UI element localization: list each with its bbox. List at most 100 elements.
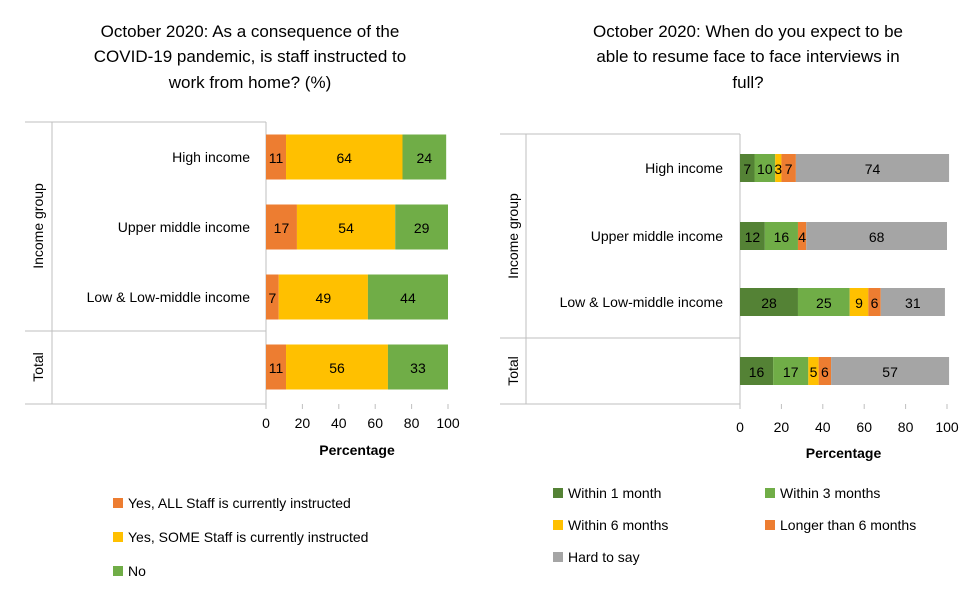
- bar-segment: [266, 134, 287, 180]
- x-tick-label: 60: [367, 415, 383, 431]
- legend-swatch: [553, 520, 563, 530]
- bar-segment: [795, 154, 950, 182]
- data-label: 7: [743, 161, 751, 177]
- bar-segment: [849, 288, 869, 316]
- chart-title-line: able to resume face to face interviews i…: [596, 47, 899, 66]
- category-label: High income: [645, 160, 723, 176]
- legend-swatch: [113, 566, 123, 576]
- data-label: 9: [855, 295, 863, 311]
- bar-segment: [754, 154, 776, 182]
- legend-label: Yes, SOME Staff is currently instructed: [128, 529, 368, 545]
- bar-segment: [818, 357, 832, 385]
- chart-title-line: COVID-19 pandemic, is staff instructed t…: [94, 47, 406, 66]
- chart-title-line: work from home? (%): [168, 73, 331, 92]
- x-tick-label: 20: [774, 419, 790, 435]
- x-tick-label: 100: [935, 419, 959, 435]
- bar-segment: [797, 288, 850, 316]
- bar-segment: [831, 357, 950, 385]
- legend-label: No: [128, 563, 146, 579]
- category-label: Upper middle income: [118, 219, 250, 235]
- x-tick-label: 40: [815, 419, 831, 435]
- data-label: 11: [269, 360, 284, 376]
- data-label: 64: [336, 150, 352, 166]
- category-label: High income: [172, 149, 250, 165]
- category-label: Low & Low-middle income: [87, 289, 251, 305]
- data-label: 74: [865, 161, 881, 177]
- category-label: Low & Low-middle income: [560, 294, 724, 310]
- legend-swatch: [553, 552, 563, 562]
- x-tick-label: 40: [331, 415, 347, 431]
- legend-swatch: [765, 488, 775, 498]
- bar-segment: [880, 288, 945, 316]
- chart-title-line: October 2020: When do you expect to be: [593, 22, 903, 41]
- data-label: 54: [338, 220, 354, 236]
- data-label: 57: [882, 364, 898, 380]
- bar-segment: [402, 134, 447, 180]
- legend-label: Hard to say: [568, 549, 640, 565]
- data-label: 31: [905, 295, 921, 311]
- bar-segment: [266, 204, 297, 250]
- legend-label: Within 6 months: [568, 517, 668, 533]
- legend-label: Within 1 month: [568, 485, 661, 501]
- x-axis-label: Percentage: [319, 442, 395, 458]
- bar-segment: [278, 274, 368, 320]
- bar-segment: [740, 288, 798, 316]
- group-label: Income group: [30, 183, 46, 269]
- data-label: 16: [749, 364, 765, 380]
- bar-segment: [806, 222, 947, 250]
- x-tick-label: 100: [436, 415, 460, 431]
- bar-segment: [781, 154, 796, 182]
- data-label: 24: [417, 150, 433, 166]
- group-label: Total: [505, 356, 521, 386]
- legend-label: Yes, ALL Staff is currently instructed: [128, 495, 351, 511]
- legend-swatch: [765, 520, 775, 530]
- bar-segment: [395, 204, 448, 250]
- bar-segment: [286, 344, 388, 390]
- bar-segment: [286, 134, 403, 180]
- data-label: 28: [761, 295, 777, 311]
- group-label: Total: [30, 352, 46, 382]
- x-tick-label: 0: [736, 419, 744, 435]
- legend-swatch: [113, 498, 123, 508]
- bar-segment: [296, 204, 396, 250]
- legend-label: Within 3 months: [780, 485, 880, 501]
- data-label: 10: [757, 161, 773, 177]
- bar-segment: [367, 274, 448, 320]
- group-label: Income group: [505, 193, 521, 279]
- data-label: 6: [871, 295, 879, 311]
- x-tick-label: 80: [404, 415, 420, 431]
- chart-title-line: full?: [732, 73, 763, 92]
- x-tick-label: 0: [262, 415, 270, 431]
- data-label: 4: [798, 229, 806, 245]
- data-label: 56: [329, 360, 345, 376]
- legend-swatch: [113, 532, 123, 542]
- bar-segment: [740, 154, 755, 182]
- data-label: 25: [816, 295, 832, 311]
- data-label: 16: [774, 229, 790, 245]
- data-label: 3: [774, 161, 782, 177]
- bar-segment: [764, 222, 798, 250]
- legend-label: Longer than 6 months: [780, 517, 916, 533]
- x-tick-label: 80: [898, 419, 914, 435]
- x-axis-label: Percentage: [806, 445, 882, 461]
- bar-segment: [797, 222, 807, 250]
- bar-segment: [773, 357, 809, 385]
- bar-segment: [740, 357, 774, 385]
- legend-swatch: [553, 488, 563, 498]
- data-label: 11: [269, 150, 284, 166]
- bar-segment: [775, 154, 782, 182]
- data-label: 29: [414, 220, 430, 236]
- data-label: 6: [821, 364, 829, 380]
- bar-segment: [740, 222, 765, 250]
- x-tick-label: 60: [856, 419, 872, 435]
- bar-segment: [266, 344, 287, 390]
- x-tick-label: 20: [295, 415, 311, 431]
- data-label: 7: [785, 161, 793, 177]
- bar-segment: [868, 288, 881, 316]
- category-label: Upper middle income: [591, 228, 723, 244]
- bar-segment: [387, 344, 448, 390]
- bar-segment: [808, 357, 819, 385]
- data-label: 17: [274, 220, 290, 236]
- data-label: 7: [268, 290, 276, 306]
